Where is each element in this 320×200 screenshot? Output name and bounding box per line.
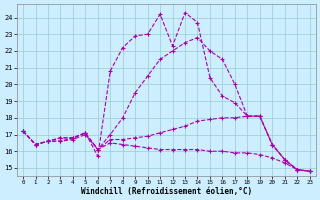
X-axis label: Windchill (Refroidissement éolien,°C): Windchill (Refroidissement éolien,°C) [81,187,252,196]
